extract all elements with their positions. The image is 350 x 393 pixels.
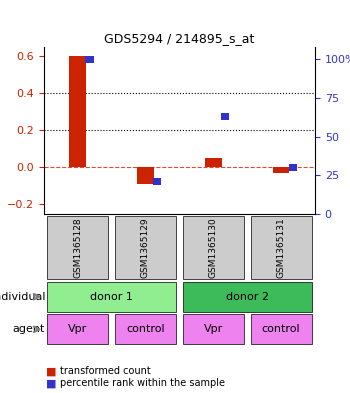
Text: donor 2: donor 2	[226, 292, 269, 302]
FancyBboxPatch shape	[47, 216, 108, 279]
Text: Vpr: Vpr	[68, 324, 87, 334]
Text: GSM1365129: GSM1365129	[141, 217, 150, 278]
Bar	[273, 167, 289, 173]
FancyBboxPatch shape	[183, 282, 312, 312]
Bar	[205, 158, 222, 167]
Title: GDS5294 / 214895_s_at: GDS5294 / 214895_s_at	[104, 31, 254, 44]
Text: percentile rank within the sample: percentile rank within the sample	[60, 378, 224, 388]
Text: individual: individual	[0, 292, 45, 302]
Text: control: control	[262, 324, 300, 334]
Bar	[153, 178, 161, 185]
Bar	[69, 57, 86, 167]
Text: GSM1365130: GSM1365130	[209, 217, 218, 278]
Text: ■: ■	[46, 366, 56, 376]
Bar	[85, 56, 93, 63]
Text: donor 1: donor 1	[90, 292, 133, 302]
FancyBboxPatch shape	[47, 282, 176, 312]
Text: agent: agent	[13, 324, 45, 334]
FancyBboxPatch shape	[115, 216, 176, 279]
Bar	[221, 113, 229, 120]
Bar	[289, 163, 297, 171]
FancyBboxPatch shape	[183, 216, 244, 279]
Text: transformed count: transformed count	[60, 366, 150, 376]
Text: control: control	[126, 324, 165, 334]
FancyBboxPatch shape	[251, 314, 312, 344]
FancyBboxPatch shape	[183, 314, 244, 344]
FancyBboxPatch shape	[251, 216, 312, 279]
Text: GSM1365131: GSM1365131	[276, 217, 286, 278]
Bar	[137, 167, 154, 184]
FancyBboxPatch shape	[115, 314, 176, 344]
Text: ■: ■	[46, 378, 56, 388]
Text: Vpr: Vpr	[204, 324, 223, 334]
Text: GSM1365128: GSM1365128	[73, 217, 82, 278]
FancyBboxPatch shape	[47, 314, 108, 344]
